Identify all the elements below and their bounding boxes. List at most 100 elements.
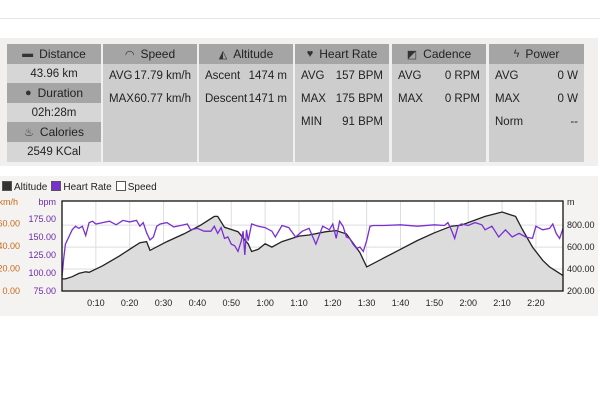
x-tick-label: 0:20 <box>121 298 139 308</box>
hr-avg-row: AVG 157 BPM <box>295 64 389 87</box>
row-key: MAX <box>495 92 520 105</box>
row-value: 0 W <box>557 69 578 82</box>
speed-label: Speed <box>140 47 176 61</box>
cadence-max-row: MAX 0 RPM <box>392 87 486 110</box>
cadence-column: ◩ Cadence AVG 0 RPM MAX 0 RPM <box>392 44 486 162</box>
speed-axis-unit: km/h <box>0 197 18 207</box>
legend-altitude[interactable]: Altitude <box>2 181 47 193</box>
row-key: MAX <box>109 92 134 105</box>
power-label: Power <box>525 47 560 61</box>
bpm-tick-label: 125.00 <box>28 250 56 260</box>
ascent-row: Ascent 1474 m <box>199 64 293 87</box>
row-key: MAX <box>301 92 326 105</box>
legend-label: Heart Rate <box>63 182 112 193</box>
row-value: 1471 m <box>248 92 287 105</box>
x-tick-label: 1:50 <box>426 298 444 308</box>
altitude-line <box>62 211 564 280</box>
power-avg-row: AVG 0 W <box>489 64 584 87</box>
cadence-icon: ◩ <box>406 48 418 61</box>
x-tick-label: 0:40 <box>189 298 207 308</box>
power-column: ϟ Power AVG 0 W MAX 0 W Norm -- <box>489 44 584 162</box>
bpm-tick-label: 150.00 <box>28 232 56 242</box>
row-value: 60.77 km/h <box>134 92 191 105</box>
row-key: Norm <box>495 115 524 128</box>
plot-border <box>61 200 564 292</box>
row-value: 1474 m <box>248 69 287 82</box>
legend-heart-rate[interactable]: Heart Rate <box>51 181 112 193</box>
legend-speed[interactable]: Speed <box>115 181 157 193</box>
row-value: 0 W <box>557 92 578 105</box>
summary-column: ▬ Distance 43.96 km ● Duration 02h:28m ♨ Ca… <box>7 44 101 162</box>
hr-max-row: MAX 175 BPM <box>295 87 389 110</box>
x-tick-label: 0:10 <box>87 298 105 308</box>
heart-rate-column: ♥ Heart Rate AVG 157 BPM MAX 175 BPM MIN 91 … <box>295 44 389 162</box>
row-value: 0 RPM <box>444 69 480 82</box>
cadence-avg-row: AVG 0 RPM <box>392 64 486 87</box>
row-key: AVG <box>398 69 422 82</box>
row-key: MIN <box>301 115 323 128</box>
speed-tick-label: 40.00 <box>0 241 20 251</box>
row-key: MAX <box>398 92 423 105</box>
row-key: AVG <box>495 69 519 82</box>
speed-tick-label: 60.00 <box>0 219 20 229</box>
heart-rate-label: Heart Rate <box>319 47 378 61</box>
row-key: Ascent <box>205 69 241 82</box>
row-key: AVG <box>109 69 133 82</box>
x-tick-label: 1:20 <box>324 298 342 308</box>
alt-tick-label: 800.00 <box>567 220 595 230</box>
calories-label: Calories <box>39 125 84 139</box>
distance-label: Distance <box>39 47 86 61</box>
stats-panel: ▬ Distance 43.96 km ● Duration 02h:28m ♨ Ca… <box>0 38 598 166</box>
power-max-row: MAX 0 W <box>489 87 584 110</box>
cadence-label: Cadence <box>423 47 472 61</box>
chart-panel: Altitude Heart Rate Speed 0:10 0:20 0:30 0:… <box>0 176 598 316</box>
speed-tick-label: 0.00 <box>2 286 20 296</box>
x-tick-label: 1:40 <box>392 298 410 308</box>
speedometer-icon: ◠ <box>124 48 135 61</box>
row-key: Descent <box>205 92 248 105</box>
row-value: -- <box>570 115 578 128</box>
row-value: 157 BPM <box>335 69 383 82</box>
x-tick-label: 0:50 <box>222 298 240 308</box>
mountain-icon: ◭ <box>218 48 228 61</box>
hr-min-row: MIN 91 BPM <box>295 110 389 133</box>
chart-legend: Altitude Heart Rate Speed <box>2 181 157 193</box>
flame-icon: ♨ <box>24 126 34 139</box>
alt-tick-label: 200.00 <box>567 286 595 296</box>
speed-avg-row: AVG 17.79 km/h <box>103 64 197 87</box>
altitude-label: Altitude <box>233 47 274 61</box>
row-value: 17.79 km/h <box>134 69 191 82</box>
calories-value: 2549 KCal <box>7 142 101 162</box>
bpm-axis-unit: bpm <box>38 197 56 207</box>
altitude-column: ◭ Altitude Ascent 1474 m Descent 1471 m <box>199 44 293 162</box>
speed-column: ◠ Speed AVG 17.79 km/h MAX 60.77 km/h <box>103 44 197 162</box>
row-value: 0 RPM <box>444 92 480 105</box>
row-value: 175 BPM <box>335 92 383 105</box>
x-tick-label: 1:30 <box>358 298 376 308</box>
legend-label: Speed <box>127 182 157 193</box>
duration-label: Duration <box>37 86 83 100</box>
distance-icon: ▬ <box>22 48 34 60</box>
distance-header: ▬ Distance <box>7 44 101 64</box>
top-bar <box>0 0 600 19</box>
x-tick-label: 2:20 <box>527 298 545 308</box>
alt-axis-unit: m <box>567 197 575 207</box>
power-norm-row: Norm -- <box>489 110 584 133</box>
speed-tick-label: 20.00 <box>0 264 20 274</box>
bpm-tick-label: 175.00 <box>28 214 56 224</box>
heart-rate-line <box>61 219 564 277</box>
duration-header: ● Duration <box>7 83 101 103</box>
descent-row: Descent 1471 m <box>199 87 293 110</box>
bpm-tick-label: 75.00 <box>33 286 56 296</box>
duration-value: 02h:28m <box>7 103 101 122</box>
x-tick-label: 0:30 <box>155 298 173 308</box>
distance-value: 43.96 km <box>7 64 101 83</box>
speed-max-row: MAX 60.77 km/h <box>103 87 197 110</box>
alt-tick-label: 600.00 <box>567 242 595 252</box>
row-value: 91 BPM <box>342 115 383 128</box>
alt-tick-label: 400.00 <box>567 264 595 274</box>
calories-header: ♨ Calories <box>7 122 101 142</box>
x-tick-label: 1:10 <box>290 298 308 308</box>
heart-icon: ♥ <box>306 48 314 60</box>
x-tick-label: 2:10 <box>493 298 511 308</box>
